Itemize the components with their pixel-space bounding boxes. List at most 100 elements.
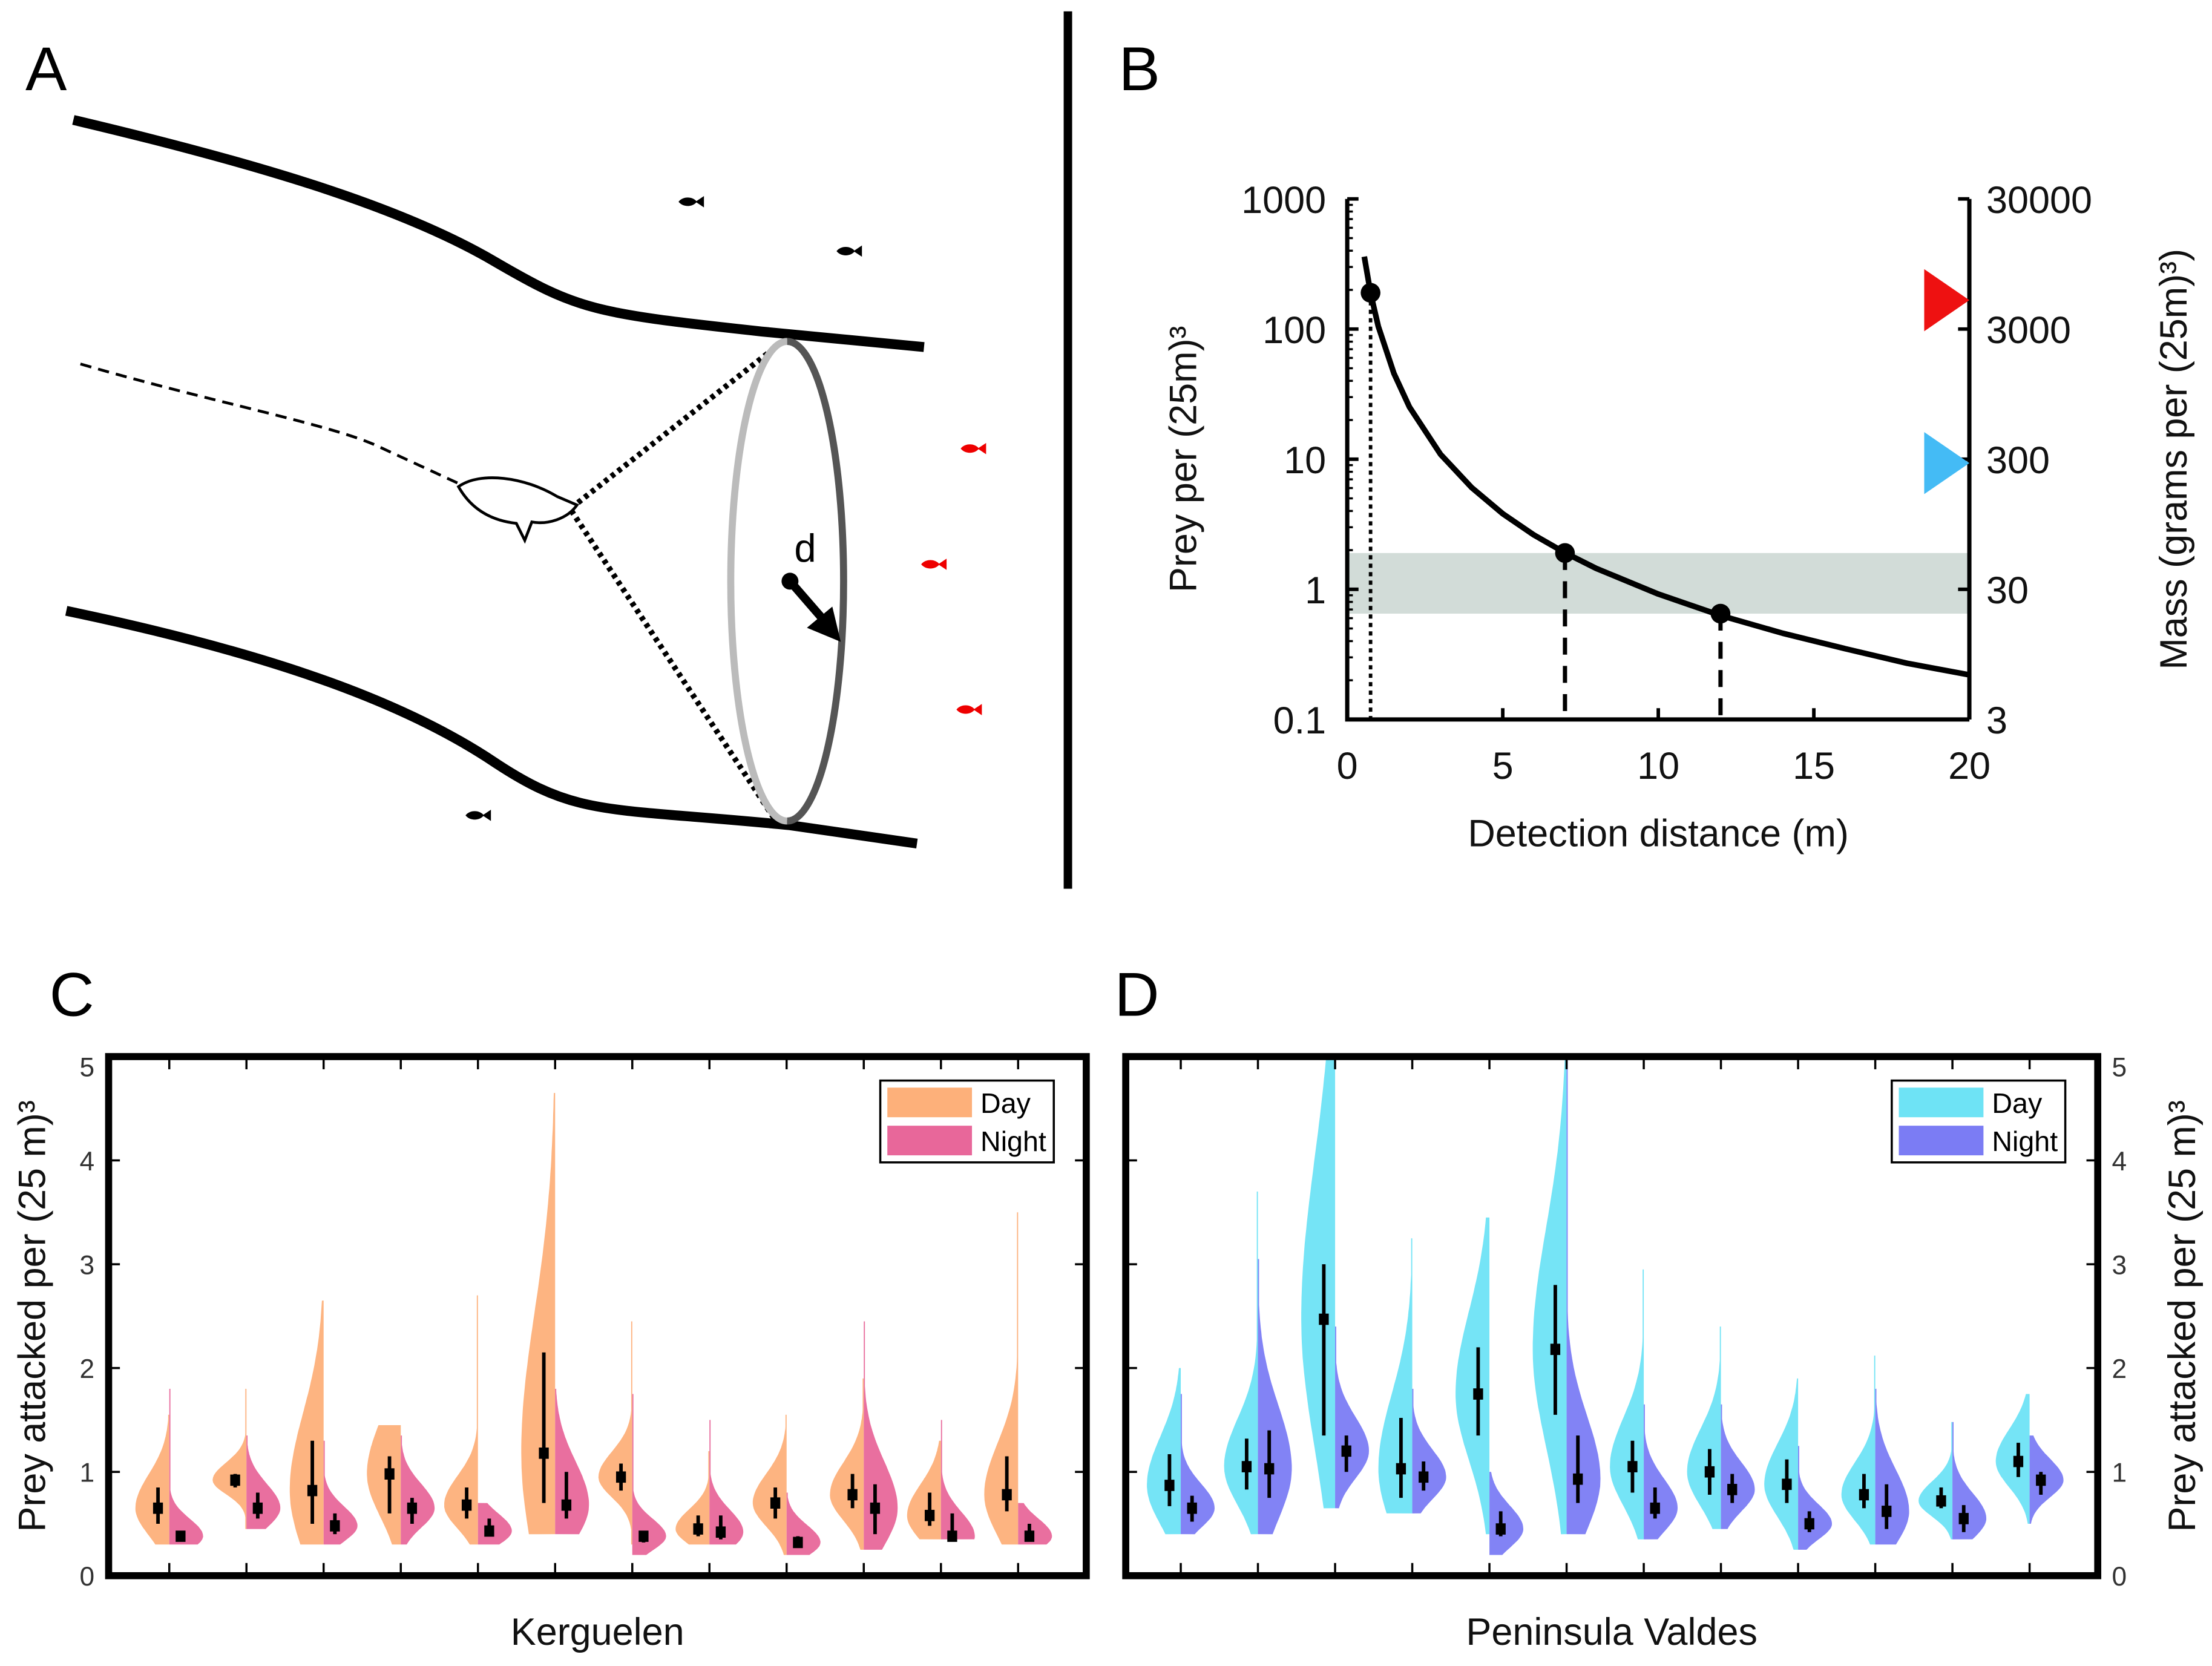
violin-day: [1610, 1269, 1644, 1540]
y-tick-label: 10: [1284, 439, 1326, 482]
x-tick-label: 20: [1948, 745, 1990, 787]
violin-night: [1018, 1503, 1052, 1545]
axes-frame: [105, 1053, 1090, 1579]
violin-day-median-marker: [2013, 1455, 2024, 1468]
violin-night: [1181, 1394, 1215, 1535]
detection-ring-front: [787, 338, 847, 825]
violin-day: [289, 1300, 324, 1545]
violin-day-median-marker: [847, 1489, 858, 1501]
violin-day: [521, 1093, 556, 1535]
y-right-tick-label: 3000: [1986, 309, 2071, 352]
violin-day: [1224, 1191, 1258, 1535]
violin-night-median-marker: [1727, 1484, 1738, 1495]
y-right-tick-label: 30: [1986, 569, 2029, 612]
x-axis-label: Peninsula Valdes: [1466, 1611, 1757, 1653]
violin-night-median-marker: [947, 1530, 957, 1542]
curve-point: [1360, 283, 1380, 303]
detection-ring-back: [727, 338, 787, 825]
y-right-tick-label: 300: [1986, 439, 2050, 482]
y-tick-label: 5: [80, 1053, 95, 1083]
y-tick-label: 2: [80, 1354, 95, 1384]
panel-label-b: B: [1118, 34, 1160, 103]
fish-icon: [956, 704, 982, 715]
violin-day-median-marker: [1704, 1466, 1715, 1478]
violin-night-median-marker: [1024, 1530, 1035, 1542]
violin-night-median-marker: [638, 1530, 649, 1542]
violin-night: [709, 1420, 744, 1545]
y-tick-label: 2: [2112, 1354, 2127, 1384]
violin-night: [1412, 1388, 1446, 1514]
violin-night-median-marker: [176, 1530, 186, 1542]
y-tick-label: 3: [2112, 1250, 2127, 1280]
violin-day-median-marker: [1859, 1489, 1869, 1501]
legend-swatch-night: [887, 1126, 973, 1156]
violin-night-median-marker: [484, 1525, 494, 1537]
violin-day-median-marker: [1936, 1495, 1946, 1507]
violin-night: [864, 1321, 898, 1550]
y-tick-label: 1000: [1241, 179, 1326, 221]
fish-icon: [921, 559, 947, 570]
fish-icon: [836, 245, 862, 257]
axes-frame: [1122, 1053, 2102, 1579]
x-axis-label: Detection distance (m): [1468, 813, 1848, 855]
violin-day-median-marker: [1241, 1461, 1252, 1472]
violin-day: [1456, 1217, 1490, 1535]
violin-night-median-marker: [1650, 1502, 1660, 1514]
violin-day: [1301, 1056, 1336, 1509]
violin-day-median-marker: [770, 1497, 781, 1509]
panel-label-c: C: [50, 959, 94, 1029]
legend-label-night: Night: [1992, 1126, 2058, 1157]
violin-night-median-marker: [1264, 1463, 1275, 1475]
y-tick-label: 4: [80, 1147, 95, 1176]
violin-night-median-marker: [2036, 1474, 2046, 1486]
violin-day: [1918, 1422, 1953, 1540]
y-axis-label: Prey per (25m)³: [1163, 326, 1205, 593]
violin-day-median-marker: [230, 1474, 240, 1486]
violin-day: [212, 1388, 247, 1529]
y-axis-label: Prey attacked per (25 m)³: [11, 1100, 54, 1532]
violin-night-median-marker: [1341, 1445, 1351, 1457]
violin-day-median-marker: [1002, 1489, 1012, 1501]
legend-swatch-day: [1899, 1087, 1984, 1118]
violin-night: [2029, 1435, 2064, 1524]
y-tick-label: 4: [2112, 1147, 2127, 1176]
violin-night-median-marker: [330, 1520, 340, 1532]
y-tick-label: 0: [80, 1562, 95, 1592]
panel-label-a: A: [25, 34, 67, 103]
x-tick-label: 0: [1337, 745, 1358, 787]
mass-marker-triangle: [1924, 431, 1970, 494]
legend-label-day: Day: [980, 1087, 1031, 1119]
violin-day-median-marker: [1473, 1388, 1483, 1400]
violin-day: [1147, 1368, 1181, 1535]
violin-night-median-marker: [870, 1502, 881, 1514]
y-tick-label: 0.1: [1273, 700, 1326, 742]
y-tick-label: 100: [1262, 309, 1326, 352]
violin-night-median-marker: [793, 1536, 803, 1549]
violin-day-median-marker: [693, 1523, 703, 1535]
violin-day-median-marker: [307, 1484, 318, 1497]
y-tick-label: 1: [2112, 1458, 2127, 1488]
legend-swatch-day: [887, 1087, 973, 1118]
y-tick-label: 0: [2112, 1562, 2127, 1592]
violin-night: [1875, 1388, 1909, 1545]
density-band: [1347, 553, 1970, 614]
y-right-axis-label: Mass (grams per (25m)³): [2153, 249, 2195, 670]
violin-night: [401, 1435, 435, 1545]
violin-night: [632, 1394, 666, 1555]
violin-night: [1721, 1404, 1755, 1529]
violin-night-median-marker: [1882, 1506, 1892, 1517]
violin-day-median-marker: [615, 1471, 626, 1483]
mass-marker-triangle: [1924, 269, 1970, 332]
violin-day-median-marker: [1396, 1463, 1406, 1475]
violin-day: [598, 1321, 632, 1545]
violin-day: [675, 1451, 710, 1545]
violin-night: [1798, 1446, 1833, 1550]
violin-day: [984, 1212, 1019, 1545]
y-tick-label: 1: [1305, 569, 1326, 612]
violin-day-median-marker: [384, 1468, 395, 1480]
violin-night: [169, 1388, 203, 1545]
violin-day: [1841, 1356, 1876, 1545]
x-axis-label: Kerguelen: [511, 1611, 684, 1653]
curve-point: [1555, 543, 1575, 563]
violin-day-median-marker: [1164, 1480, 1175, 1491]
